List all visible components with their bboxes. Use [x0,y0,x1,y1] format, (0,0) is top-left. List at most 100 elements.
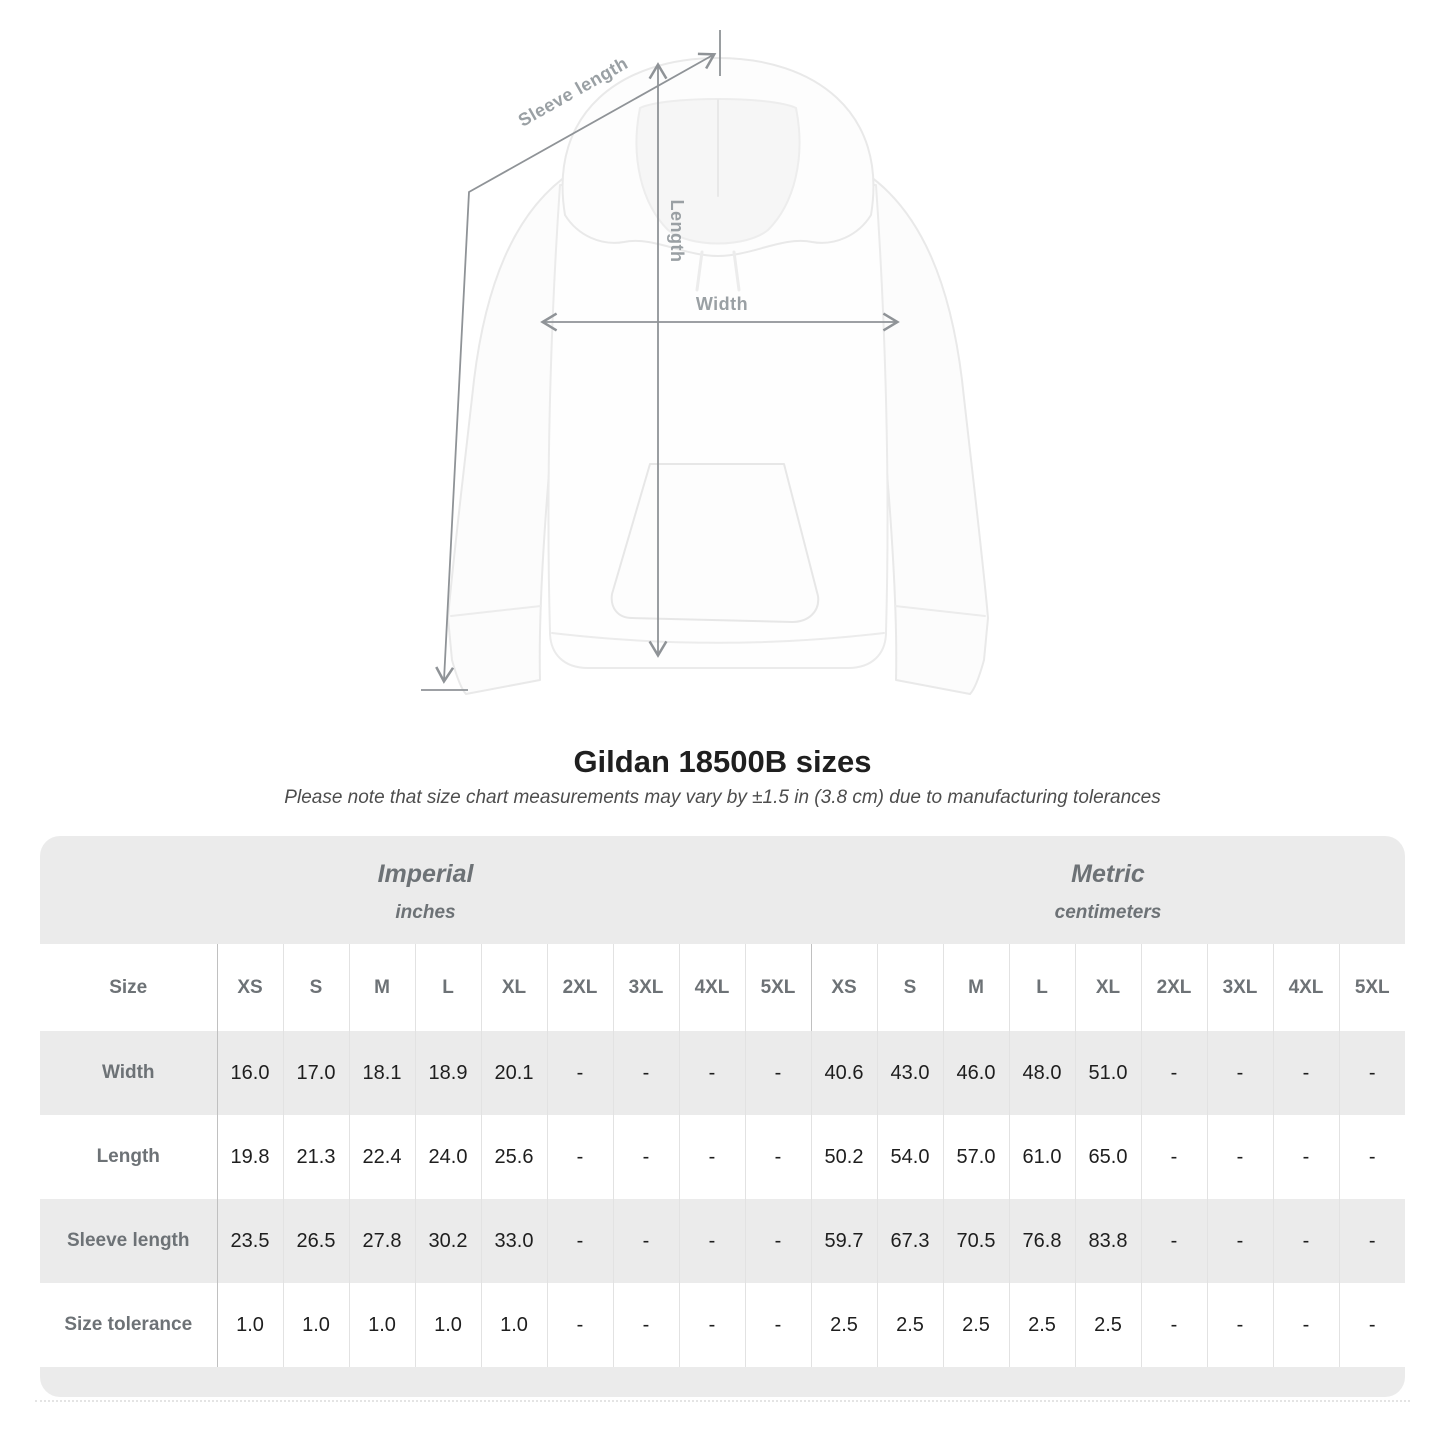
size-value-cell: 23.5 [217,1199,284,1283]
hoodie-pocket [610,463,820,623]
imperial-section-header: Imperial inches [40,836,811,944]
size-value-cell: 21.3 [283,1115,350,1199]
table-row-sleeve-length: Sleeve length 23.5 26.5 27.8 30.2 33.0- - - -59.… [40,1199,1405,1283]
size-value-cell: - [613,1283,680,1367]
size-column-imperial-4xl: 4XL [679,944,746,1031]
size-value-cell: 30.2 [415,1199,482,1283]
hoodie-measurement-diagram: Sleeve length Length Width [421,30,989,695]
size-value-cell: 19.8 [217,1115,284,1199]
size-column-imperial-3xl: 3XL [613,944,680,1031]
size-value-cell: - [745,1283,812,1367]
size-value-cell: - [679,1283,746,1367]
size-value-cell: - [1141,1031,1208,1115]
table-row-length: Length 19.8 21.3 22.4 24.0 25.6- - - -50.2 54.0 57… [40,1115,1405,1199]
size-value-cell: 18.9 [415,1031,482,1115]
size-value-cell: - [547,1031,614,1115]
size-value-cell: - [745,1199,812,1283]
table-row-size-tolerance: Size tolerance 1.0 1.0 1.0 1.0 1.0- - - -2.5 2.5 2… [40,1283,1405,1367]
size-value-cell: - [547,1199,614,1283]
size-value-cell: 70.5 [943,1199,1010,1283]
size-value-cell: - [613,1031,680,1115]
size-value-cell: 1.0 [349,1283,416,1367]
size-column-metric-xs: XS [811,944,878,1031]
size-value-cell: - [547,1115,614,1199]
row-label: Size tolerance [40,1283,218,1367]
size-column-metric-2xl: 2XL [1141,944,1208,1031]
size-value-cell: 1.0 [415,1283,482,1367]
size-value-cell: 67.3 [877,1199,944,1283]
size-value-cell: 83.8 [1075,1199,1142,1283]
unit-header-row: Imperial inches Metric centimeters [40,836,1405,944]
row-label: Length [40,1115,218,1199]
size-value-cell: 1.0 [283,1283,350,1367]
size-value-cell: 43.0 [877,1031,944,1115]
size-value-cell: 1.0 [481,1283,548,1367]
size-value-cell: - [1273,1115,1340,1199]
size-value-cell: - [1207,1199,1274,1283]
size-column-metric-xl: XL [1075,944,1142,1031]
size-value-cell: - [1141,1115,1208,1199]
size-value-cell: 2.5 [1075,1283,1142,1367]
metric-unit: centimeters [1054,902,1162,923]
size-value-cell: - [1141,1199,1208,1283]
bottom-dotted-rule [35,1400,1410,1402]
size-value-cell: 22.4 [349,1115,416,1199]
size-column-metric-m: M [943,944,1010,1031]
size-value-cell: - [547,1283,614,1367]
size-value-cell: - [679,1115,746,1199]
size-value-cell: - [1339,1199,1405,1283]
size-value-cell: - [745,1031,812,1115]
size-column-metric-l: L [1009,944,1076,1031]
hoodie-illustration [447,57,989,695]
sleeve-length-arrow [435,52,717,684]
size-value-cell: - [1273,1199,1340,1283]
size-value-cell: - [1141,1283,1208,1367]
size-value-cell: - [1339,1031,1405,1115]
size-value-cell: 2.5 [1009,1283,1076,1367]
size-value-cell: 20.1 [481,1031,548,1115]
size-column-metric-4xl: 4XL [1273,944,1340,1031]
size-value-cell: 65.0 [1075,1115,1142,1199]
tolerance-note: Please note that size chart measurements… [284,787,1161,808]
metric-section-header: Metric centimeters [811,836,1405,944]
table-row-width: Width 16.0 17.0 18.1 18.9 20.1- - - -40.6 43.0 46.… [40,1031,1405,1115]
size-value-cell: 59.7 [811,1199,878,1283]
size-column-header: Size [40,944,218,1031]
size-value-cell: - [1207,1031,1274,1115]
size-value-cell: - [613,1115,680,1199]
size-value-cell: - [1368,1313,1376,1336]
size-value-cell: 16.0 [217,1031,284,1115]
size-value-cell: 17.0 [283,1031,350,1115]
size-value-cell: 76.8 [1009,1199,1076,1283]
size-value-cell: 25.6 [481,1115,548,1199]
size-value-cell: - [1273,1283,1340,1367]
size-value-cell: 2.5 [877,1283,944,1367]
page-title: Gildan 18500B sizes [573,744,872,779]
size-value-cell: 18.1 [349,1031,416,1115]
size-column-metric-3xl: 3XL [1207,944,1274,1031]
size-table-body: Width 16.0 17.0 18.1 18.9 20.1- - - -40.6 43.0 46.… [40,1031,1405,1367]
size-table: Imperial inches Metric centimeters Size … [40,836,1405,1397]
imperial-unit: inches [395,902,456,923]
size-value-cell: - [1207,1283,1274,1367]
size-value-cell: 40.6 [811,1031,878,1115]
title-block: Gildan 18500B sizes Please note that siz… [0,744,1445,809]
row-label: Sleeve length [40,1199,218,1283]
size-value-cell: 54.0 [877,1115,944,1199]
size-value-cell: - [679,1031,746,1115]
size-value-cell: - [1273,1031,1340,1115]
size-value-cell: - [613,1199,680,1283]
size-value-cell: 61.0 [1009,1115,1076,1199]
size-column-metric-5xl: 5XL [1339,944,1405,1031]
size-column-imperial-m: M [349,944,416,1031]
size-column-imperial-s: S [283,944,350,1031]
size-value-cell: 51.0 [1075,1031,1142,1115]
size-column-imperial-5xl: 5XL [745,944,812,1031]
table-footer-band [40,1367,1405,1397]
hoodie-right-cuff-seam [894,605,986,617]
size-value-cell: 26.5 [283,1199,350,1283]
size-value-cell: 48.0 [1009,1031,1076,1115]
size-column-imperial-l: L [415,944,482,1031]
size-value-cell: 2.5 [943,1283,1010,1367]
length-label: Length [667,200,687,263]
